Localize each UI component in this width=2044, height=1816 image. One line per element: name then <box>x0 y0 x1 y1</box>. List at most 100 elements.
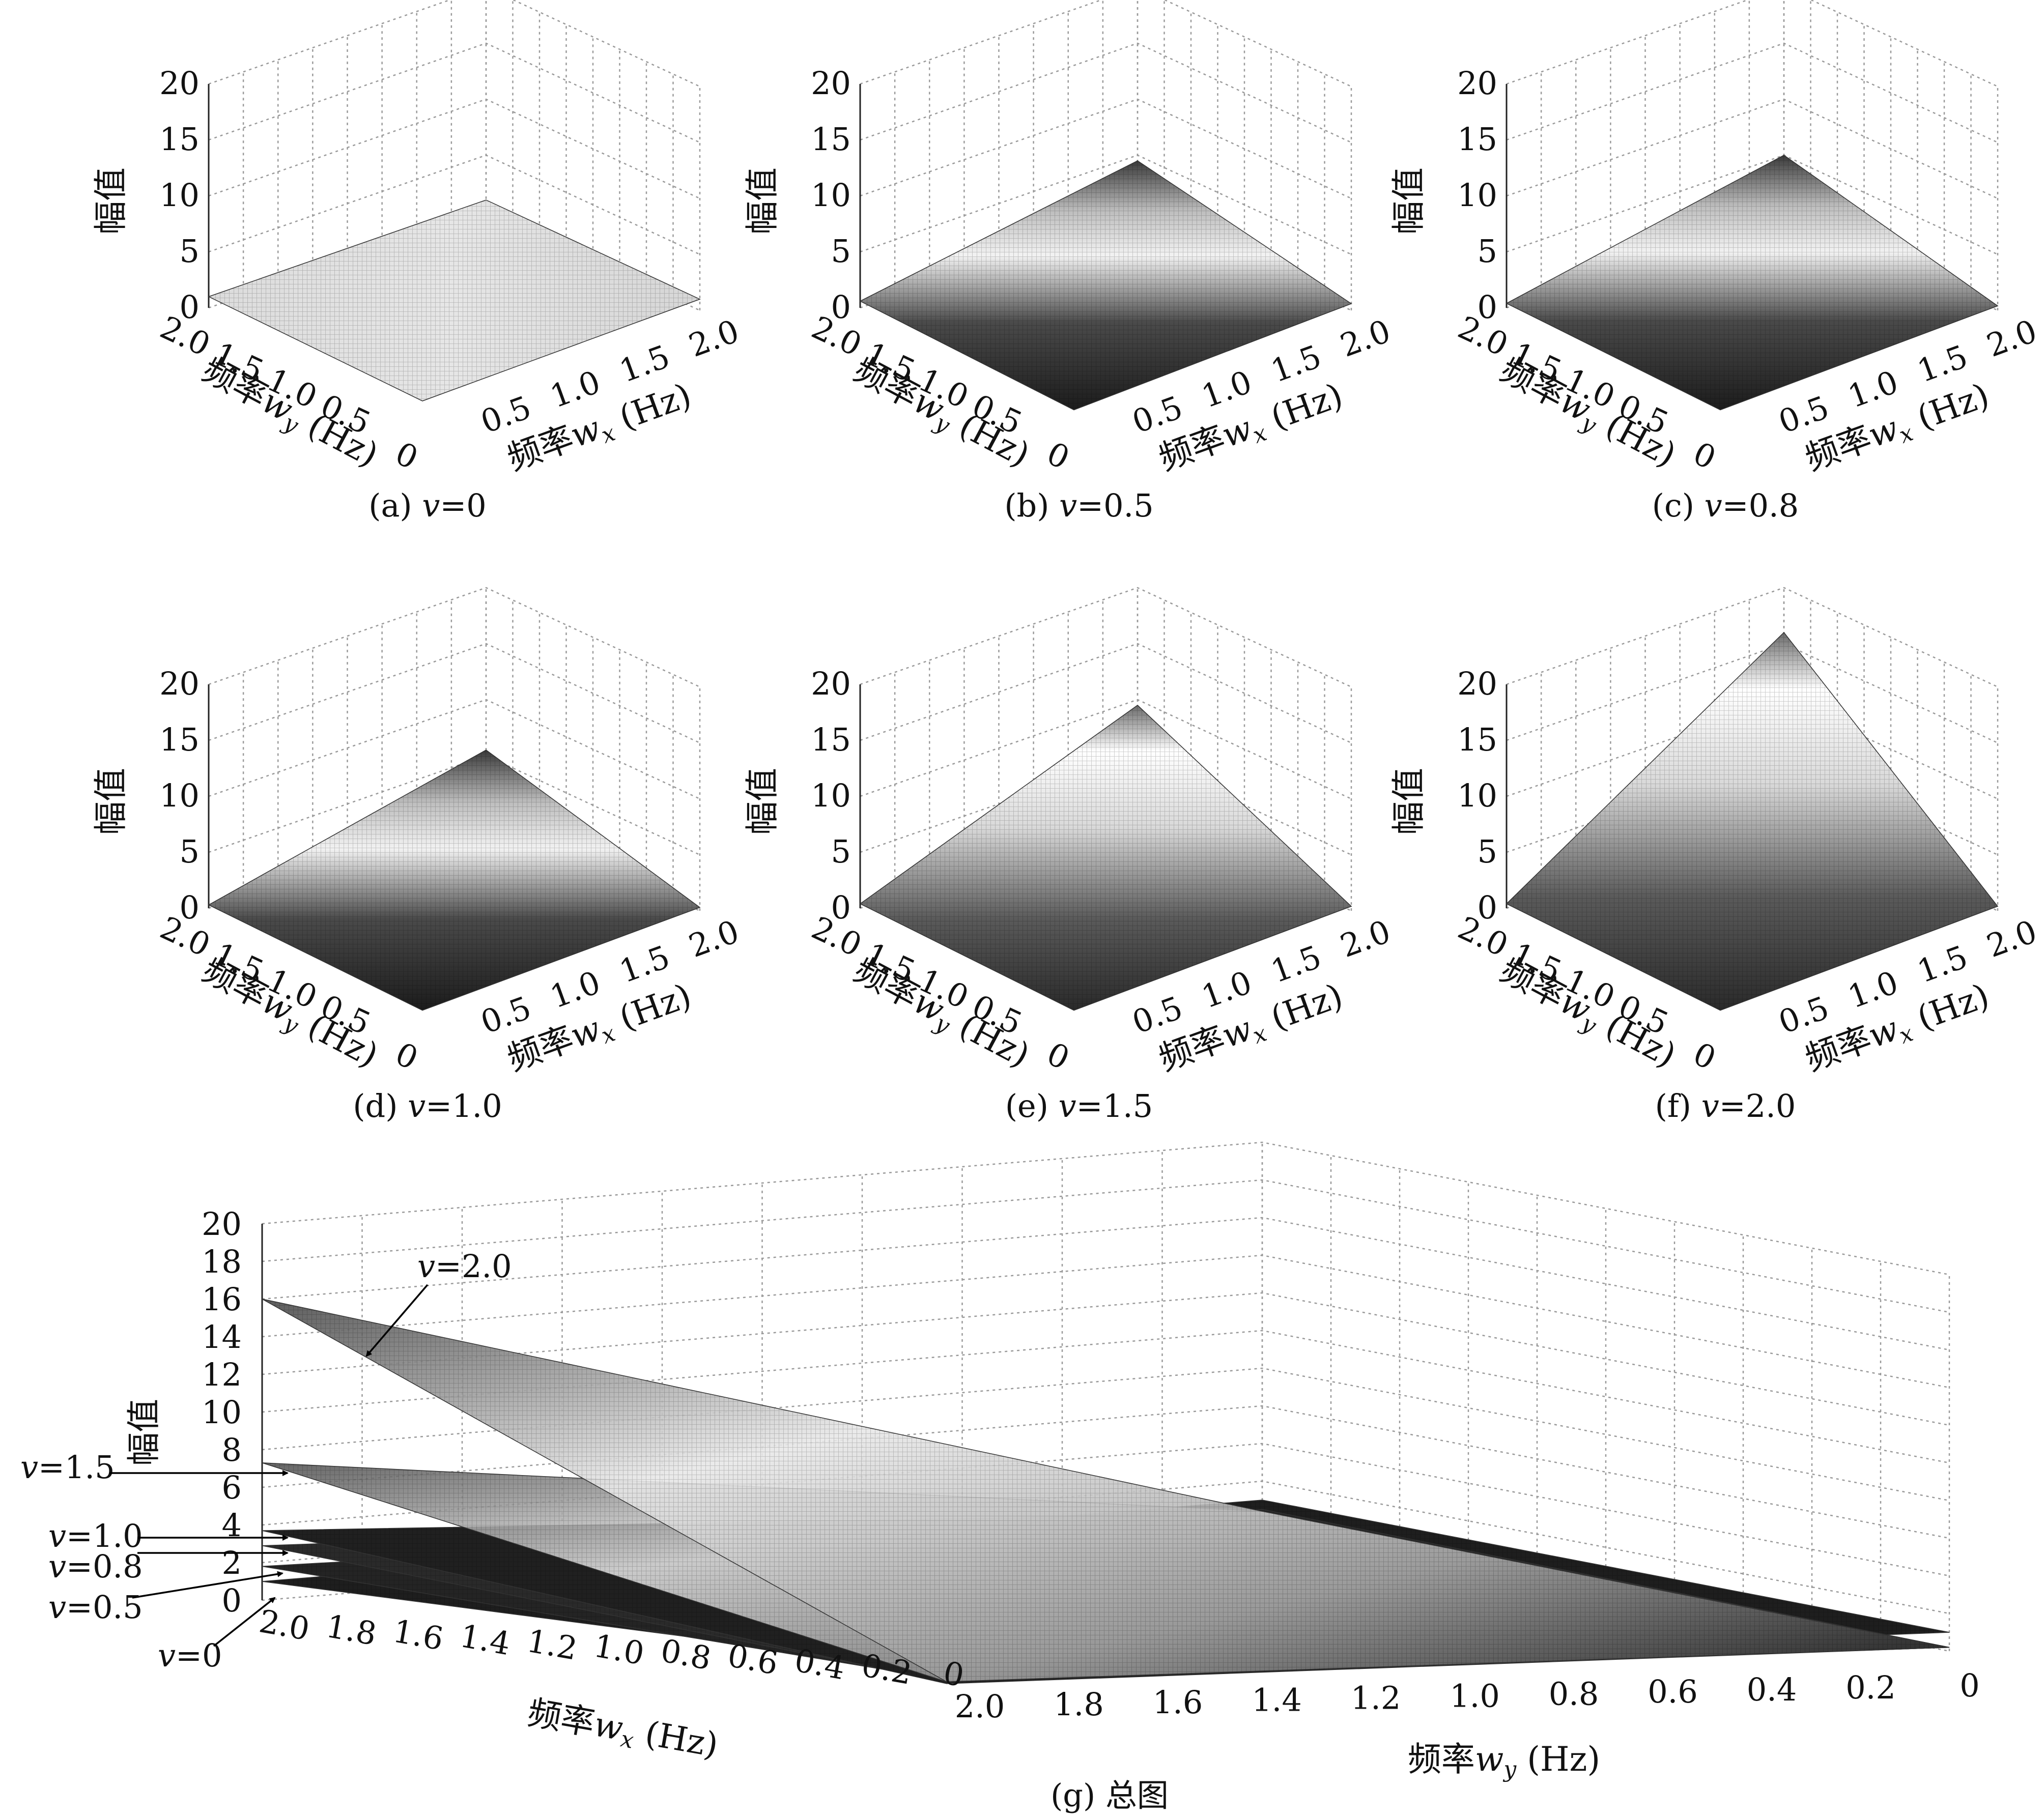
panel-b-surface-mesh <box>860 161 1351 410</box>
panel-e-x-tick: 1.0 <box>1197 964 1257 1016</box>
panel-d-x-tick: 1.0 <box>545 964 605 1016</box>
panel-f-surface-mesh <box>1507 632 1998 1011</box>
panel-e-z-tick: 20 <box>811 665 851 702</box>
overview-x-tick: 0.4 <box>792 1641 848 1687</box>
overview-z-label: 幅值 <box>124 1399 163 1466</box>
panel-c-z-tick: 20 <box>1457 65 1497 102</box>
overview-annotation-arrow <box>365 1284 429 1357</box>
overview-annotation: v=1.0 <box>48 1517 289 1554</box>
panel-a-x-tick: 1.0 <box>545 363 605 415</box>
overview-x-tick: 1.0 <box>591 1627 647 1672</box>
overview-x-label: 频率wx (Hz) <box>524 1693 721 1768</box>
overview-annotation: v=1.5 <box>20 1449 289 1486</box>
panel-a-z-tick: 10 <box>159 177 200 214</box>
overview-x-tick: 1.6 <box>390 1612 446 1658</box>
overview-x-tick: 2.0 <box>257 1602 313 1648</box>
overview-annotation: v=0.5 <box>48 1571 283 1626</box>
panel-f-caption: (f) v=2.0 <box>1655 1087 1796 1125</box>
panel-d-y-tick: 2.0 <box>155 909 216 964</box>
overview-x-tick: 0.6 <box>725 1637 781 1682</box>
panel-b-z-tick: 0 <box>831 289 851 326</box>
overview-annotation-arrow <box>132 1571 283 1599</box>
panel-f-z-tick: 0 <box>1478 889 1497 926</box>
overview-y-tick: 2.0 <box>955 1688 1005 1725</box>
panel-d-z-label: 幅值 <box>91 768 130 835</box>
panel-e-z-tick: 5 <box>831 833 851 870</box>
overview-annotation-arrow <box>213 1597 276 1647</box>
panel-f-x-tick: 2.0 <box>1982 913 2042 965</box>
overview-x-tick: 1.2 <box>524 1622 580 1667</box>
panel-a-surface-mesh <box>209 200 700 401</box>
panel-f-y-tick: 0 <box>1688 1035 1722 1077</box>
overview-annotation-label: v=2.0 <box>417 1248 512 1285</box>
overview-annotation-label: v=1.5 <box>20 1449 115 1486</box>
panel-c-x-tick: 2.0 <box>1982 312 2042 364</box>
panel-b-y-tick: 2.0 <box>806 309 867 364</box>
panel-d-z-tick: 15 <box>159 721 200 758</box>
panel-c-z-tick: 15 <box>1457 121 1497 158</box>
panel-c-z-label: 幅值 <box>1389 167 1428 235</box>
panel-c-y-tick: 0 <box>1688 435 1722 477</box>
overview-annotation-label: v=0.8 <box>48 1548 143 1585</box>
overview-caption: (g) 总图 <box>1051 1777 1169 1814</box>
overview-x-tick: 0.8 <box>658 1632 714 1677</box>
panel-d-z-tick: 20 <box>159 665 200 702</box>
overview-y-tick: 1.0 <box>1450 1677 1500 1714</box>
overview-z-tick: 6 <box>222 1469 242 1506</box>
panel-b-caption: (b) v=0.5 <box>1004 487 1153 524</box>
panel-f-z-label: 幅值 <box>1389 768 1428 835</box>
panel-e-z-tick: 0 <box>831 889 851 926</box>
overview-z-tick: 18 <box>202 1243 242 1280</box>
panel-f-x-tick: 1.0 <box>1843 964 1903 1016</box>
overview-annotation: v=2.0 <box>365 1248 512 1357</box>
panel-f-z-tick: 15 <box>1457 721 1497 758</box>
panel-c-z-tick: 5 <box>1478 233 1497 270</box>
panel-a-x-tick: 2.0 <box>684 312 744 364</box>
panel-a-y-tick: 0 <box>390 435 424 477</box>
overview-y-tick: 1.8 <box>1054 1686 1104 1723</box>
overview-z-tick: 20 <box>202 1205 242 1243</box>
panel-b-x-tick: 1.0 <box>1197 363 1257 415</box>
panel-c-z-tick: 10 <box>1457 177 1497 214</box>
overview-x-tick: 0.2 <box>859 1647 915 1692</box>
panel-c-surface-mesh <box>1507 155 1998 410</box>
panel-b-x-tick: 2.0 <box>1336 312 1396 364</box>
overview-z-tick: 10 <box>202 1394 242 1431</box>
overview-y-tick: 0.6 <box>1648 1673 1698 1710</box>
overview-surface-v-2.0 <box>262 1299 1950 1682</box>
overview-annotation-label: v=1.0 <box>48 1517 143 1554</box>
panel-b-z-tick: 5 <box>831 233 851 270</box>
panel-e-z-tick: 15 <box>811 721 851 758</box>
panel-e-x-tick: 2.0 <box>1336 913 1396 965</box>
panel-d-z-tick: 10 <box>159 777 200 814</box>
panel-a-z-tick: 20 <box>159 65 200 102</box>
panel-a-z-tick: 15 <box>159 121 200 158</box>
panel-a-caption: (a) v=0 <box>368 487 487 524</box>
panel-e-y-tick: 0 <box>1041 1035 1075 1077</box>
panel-b-z-tick: 10 <box>811 177 851 214</box>
panel-b-z-label: 幅值 <box>743 167 782 235</box>
overview-annotation: v=0 <box>158 1597 276 1674</box>
overview-y-label: 频率wy (Hz) <box>1408 1740 1600 1782</box>
overview-x-tick: 1.4 <box>457 1617 513 1662</box>
overview-annotation: v=0.8 <box>48 1548 289 1585</box>
panel-a-y-tick: 2.0 <box>155 309 216 364</box>
panel-c-caption: (c) v=0.8 <box>1652 487 1799 524</box>
panel-d-z-tick: 5 <box>180 833 200 870</box>
panel-a-z-label: 幅值 <box>91 167 130 235</box>
panel-c-z-tick: 0 <box>1478 289 1497 326</box>
overview-y-tick: 0.8 <box>1549 1675 1599 1712</box>
panel-a-gridwalls <box>208 0 701 311</box>
overview-z-tick: 8 <box>222 1431 242 1468</box>
overview-x-tick: 1.8 <box>323 1607 379 1653</box>
panel-f-z-tick: 20 <box>1457 665 1497 702</box>
